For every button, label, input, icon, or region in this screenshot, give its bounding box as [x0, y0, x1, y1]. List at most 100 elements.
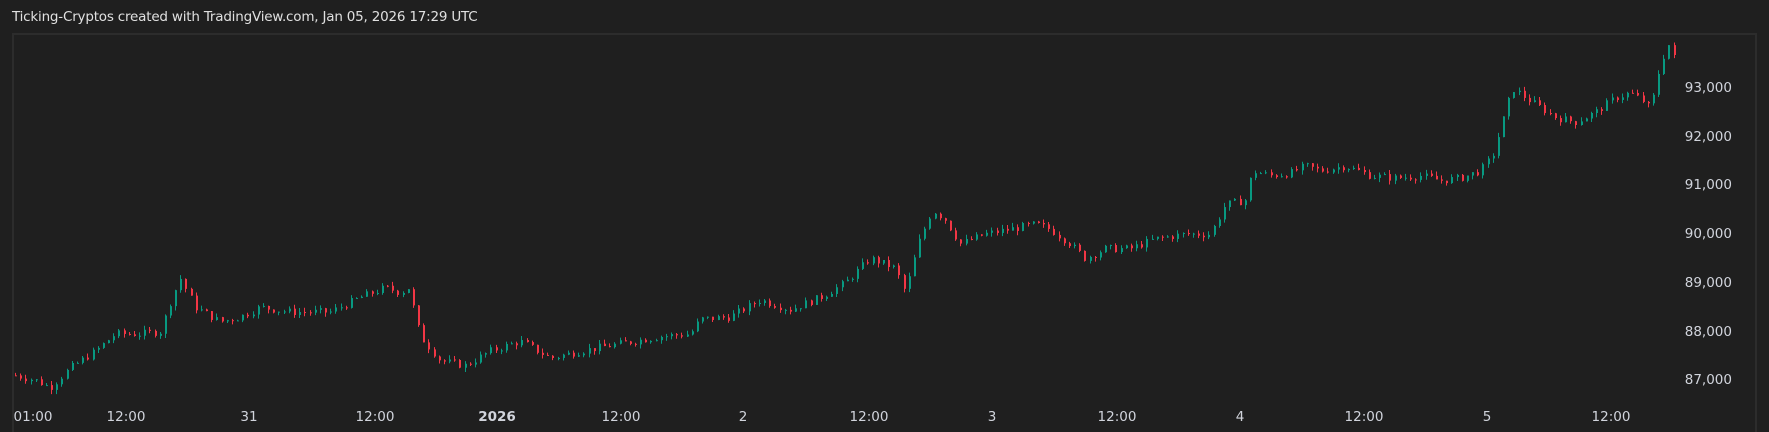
candle-body-up — [707, 316, 709, 318]
candle-body-up — [1121, 248, 1123, 253]
candle-body-down — [1477, 172, 1479, 176]
candle-body-up — [976, 234, 978, 240]
candle-body-up — [1622, 97, 1624, 100]
candle-body-down — [1286, 176, 1288, 178]
candle-body-down — [124, 330, 126, 334]
candle-body-up — [113, 336, 115, 341]
candle-body-down — [1389, 174, 1391, 181]
candle-body-up — [1606, 100, 1608, 111]
candle-body-up — [175, 290, 177, 307]
candle-body-down — [222, 317, 224, 322]
candle-body-down — [1007, 228, 1009, 231]
candle-body-up — [1193, 233, 1195, 235]
candle-body-up — [1219, 219, 1221, 227]
candle-body-down — [41, 379, 43, 386]
candle-body-down — [372, 291, 374, 294]
candle-body-up — [1457, 174, 1459, 178]
candle-body-up — [800, 308, 802, 310]
candle-body-down — [413, 289, 415, 306]
candle-body-up — [568, 352, 570, 355]
candle-body-up — [1668, 45, 1670, 59]
candle-body-up — [795, 308, 797, 312]
candle-body-up — [501, 350, 503, 352]
candle-body-down — [811, 300, 813, 305]
candle-body-down — [1064, 238, 1066, 244]
candle-body-up — [857, 268, 859, 279]
candle-body-down — [428, 342, 430, 350]
candle-body-down — [1240, 198, 1242, 206]
candle-body-up — [966, 238, 968, 244]
candle-body-up — [640, 339, 642, 345]
candle-body-up — [1658, 73, 1660, 95]
candle-body-up — [118, 330, 120, 337]
candle-body-up — [831, 293, 833, 297]
candle-body-down — [867, 262, 869, 264]
candle-body-down — [645, 339, 647, 343]
candle-body-up — [1307, 163, 1309, 165]
candle-body-down — [594, 348, 596, 352]
candle-body-up — [718, 316, 720, 320]
candle-body-down — [273, 309, 275, 313]
candle-body-up — [1353, 167, 1355, 170]
candle-body-up — [1291, 169, 1293, 178]
candle-body-down — [516, 343, 518, 346]
candle-body-up — [227, 320, 229, 322]
candle-body-down — [1364, 169, 1366, 173]
candle-body-up — [836, 287, 838, 294]
candle-body-up — [475, 362, 477, 365]
candle-body-down — [1131, 245, 1133, 249]
candle-body-up — [521, 340, 523, 346]
candle-body-up — [1627, 92, 1629, 98]
candle-body-down — [1617, 97, 1619, 100]
candle-body-down — [310, 312, 312, 314]
candle-body-up — [1374, 177, 1376, 179]
candle-body-up — [1126, 245, 1128, 249]
candle-body-up — [671, 334, 673, 337]
candle-body-down — [1446, 180, 1448, 184]
candle-body-up — [1503, 116, 1505, 138]
candle-body-up — [749, 303, 751, 312]
candle-body-down — [1544, 105, 1546, 114]
candle-body-down — [960, 239, 962, 244]
candle-body-up — [650, 340, 652, 343]
price-axis-label: 93,000 — [1684, 80, 1732, 96]
candle-body-down — [1312, 163, 1314, 167]
candle-body-down — [754, 303, 756, 305]
candle-body-down — [532, 342, 534, 345]
candle-body-down — [888, 260, 890, 267]
candle-body-down — [211, 311, 213, 320]
candle-body-down — [1575, 121, 1577, 126]
candle-body-down — [878, 257, 880, 264]
candle-body-up — [935, 213, 937, 219]
time-axis-label: 12:00 — [1344, 409, 1384, 425]
candle-body-down — [1198, 233, 1200, 236]
candle-body-down — [527, 340, 529, 343]
candle-body-up — [1214, 226, 1216, 235]
candle-body-up — [382, 285, 384, 293]
candle-body-down — [1632, 92, 1634, 94]
candle-body-down — [1053, 228, 1055, 235]
candle-body-down — [1028, 223, 1030, 225]
candle-body-up — [361, 296, 363, 298]
candle-body-down — [470, 363, 472, 365]
candle-body-down — [1436, 175, 1438, 180]
candle-body-up — [847, 279, 849, 282]
candle-body-down — [997, 230, 999, 233]
candle-body-up — [103, 343, 105, 348]
candle-body-down — [1415, 179, 1417, 181]
candle-body-up — [1234, 198, 1236, 201]
candle-body-up — [335, 307, 337, 312]
candle-body-down — [712, 316, 714, 320]
candle-body-up — [408, 289, 410, 293]
candle-body-down — [630, 341, 632, 344]
candle-body-down — [206, 309, 208, 312]
candle-body-up — [599, 343, 601, 352]
candle-body-down — [1358, 167, 1360, 170]
candle-body-down — [1369, 172, 1371, 179]
candle-body-up — [1250, 177, 1252, 201]
candle-body-up — [702, 317, 704, 322]
candle-body-down — [1570, 116, 1572, 122]
candle-body-down — [418, 305, 420, 326]
candle-body-down — [1560, 118, 1562, 123]
